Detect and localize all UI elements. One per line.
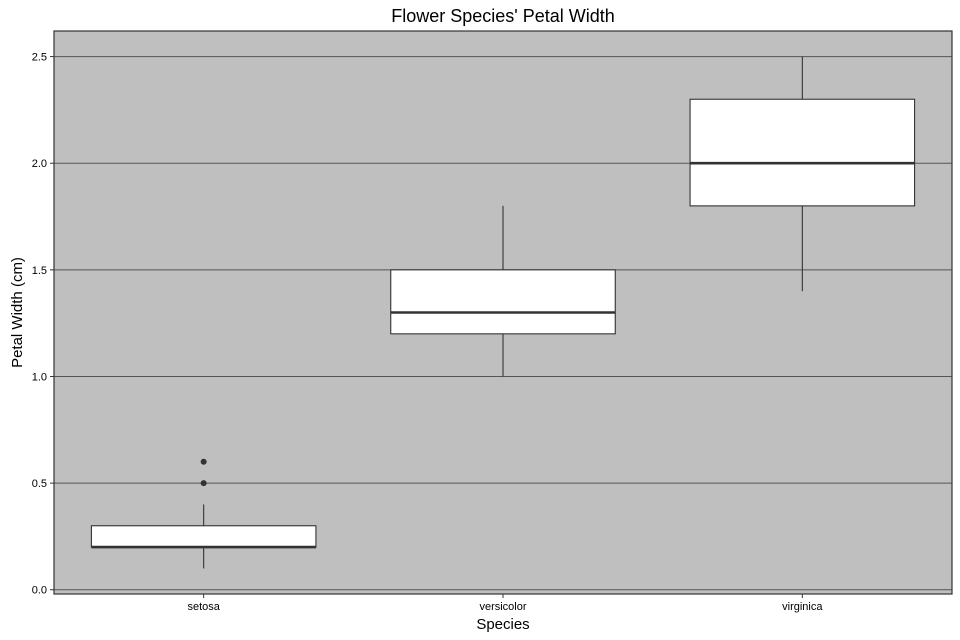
iqr-box-virginica	[689, 98, 916, 207]
x-tick-label-versicolor: versicolor	[479, 601, 526, 613]
iqr-box-setosa	[90, 525, 317, 548]
boxes-layer	[90, 56, 916, 569]
box-setosa	[90, 458, 317, 569]
y-tick-label-1: 0.5	[32, 478, 47, 490]
axes-layer: 0.0 0.5 1.0 1.5 2.0 2.5 setosa versicolor virgin…	[32, 52, 824, 613]
box-virginica	[689, 56, 916, 292]
box-versicolor	[390, 205, 616, 377]
outlier-point-setosa-1	[200, 458, 207, 465]
iqr-box-versicolor	[390, 269, 616, 335]
y-tick-label-3: 1.5	[32, 265, 47, 277]
x-tick-label-setosa: setosa	[187, 601, 220, 613]
y-tick-label-5: 2.5	[32, 52, 47, 64]
x-tick-label-virginica: virginica	[782, 601, 823, 613]
y-tick-label-2: 1.0	[32, 371, 47, 383]
y-tick-label-0: 0.0	[32, 585, 47, 597]
x-axis-title: Species	[476, 616, 529, 633]
chart-title: Flower Species' Petal Width	[391, 6, 615, 26]
y-tick-label-4: 2.0	[32, 158, 47, 170]
y-axis-title: Petal Width (cm)	[9, 257, 26, 368]
outlier-point-setosa-0	[200, 480, 207, 487]
